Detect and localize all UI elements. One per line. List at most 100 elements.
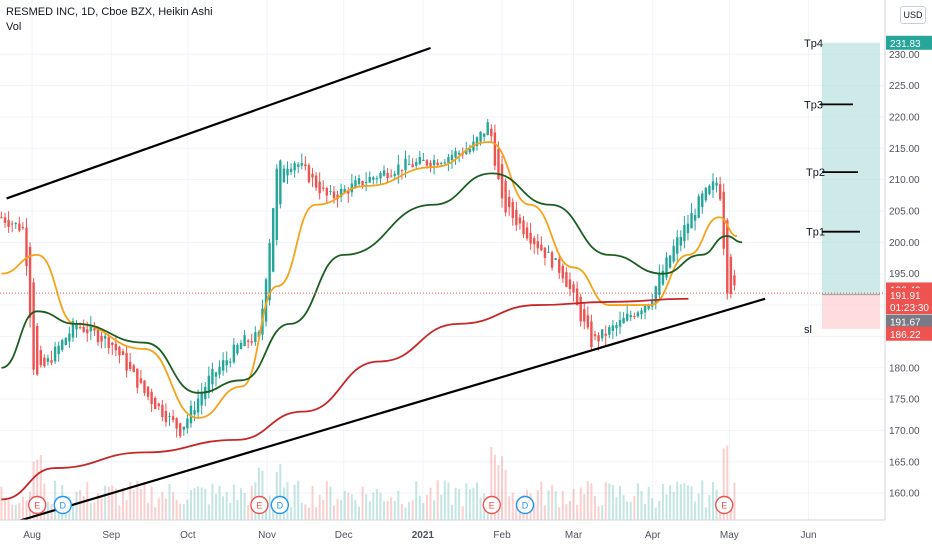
time-tick-label: Feb — [493, 530, 511, 541]
candle-body — [583, 309, 586, 322]
earnings-marker-circle — [250, 495, 269, 515]
time-tick-label: 2021 — [412, 530, 435, 541]
candle-body — [229, 361, 232, 363]
volume-bar — [511, 492, 514, 520]
earnings-marker-label: E — [256, 501, 262, 511]
candle-body — [704, 187, 708, 201]
earnings-marker[interactable]: E — [715, 495, 734, 515]
dividend-marker[interactable]: D — [270, 495, 290, 515]
volume-bar — [565, 504, 568, 520]
volume-bar — [586, 481, 589, 520]
earnings-marker[interactable]: E — [250, 495, 269, 515]
candle-body — [643, 305, 647, 313]
candle-body — [568, 279, 572, 290]
candle-body — [68, 333, 71, 342]
volume-bar — [697, 493, 700, 520]
candle-body — [507, 196, 511, 208]
candle-body — [518, 217, 522, 224]
time-tick-label: Mar — [565, 530, 583, 541]
candle-body — [325, 188, 329, 196]
candle-body — [10, 223, 14, 225]
currency-button[interactable]: USD — [900, 6, 926, 24]
candle-body — [75, 324, 78, 330]
dividend-marker[interactable]: D — [515, 495, 535, 515]
volume-bar — [257, 467, 260, 520]
dividend-marker-label: D — [522, 501, 529, 511]
price-tag-label: 191.67 — [890, 318, 921, 329]
target-label-tp2: Tp2 — [806, 167, 825, 179]
price-tick-label: 230.00 — [889, 50, 920, 61]
volume-bar — [597, 506, 600, 520]
price-tick-label: 170.00 — [889, 426, 920, 437]
candle-body — [282, 168, 286, 183]
candle-body — [375, 178, 379, 180]
volume-bar — [590, 483, 593, 520]
candle-body — [36, 325, 39, 375]
candle-body — [475, 137, 479, 147]
volume-bar — [132, 490, 135, 520]
volume-bar — [214, 493, 217, 520]
candle-body — [368, 176, 371, 183]
dividend-marker-label: D — [59, 501, 66, 511]
moving-average-line-2 — [1, 172, 743, 394]
candle-body — [504, 181, 507, 213]
candle-body — [71, 321, 75, 338]
price-tick-label: 195.00 — [889, 269, 920, 280]
candle-body — [729, 256, 733, 294]
candle-body — [500, 164, 504, 199]
candle-body — [43, 357, 46, 367]
candle-body — [615, 325, 618, 329]
candle-body — [529, 232, 532, 244]
earnings-marker[interactable]: E — [28, 495, 47, 515]
volume-bar — [365, 494, 368, 520]
time-tick-label: Nov — [258, 530, 276, 541]
time-axis: Aug Sep Oct Nov Dec 2021 Feb Mar Apr May Jun — [0, 519, 932, 550]
volume-bar — [515, 501, 518, 520]
candle-body — [561, 265, 565, 279]
volume-bar — [150, 486, 153, 520]
candle-body — [522, 220, 525, 235]
volume-bar — [243, 492, 246, 520]
volume-bar — [733, 482, 736, 520]
candle-body — [379, 173, 382, 179]
candle-body — [182, 426, 186, 430]
volume-bar — [543, 505, 546, 520]
price-tick-label: 180.00 — [889, 363, 920, 374]
candle-body — [633, 316, 636, 318]
volume-bar — [626, 501, 629, 520]
time-tick-label: May — [720, 530, 739, 541]
volume-bar — [644, 504, 647, 520]
volume-bar — [568, 500, 571, 520]
volume-bar — [400, 504, 403, 520]
candle-body — [579, 296, 582, 322]
volume-bar — [493, 454, 496, 520]
volume-bar — [21, 496, 24, 520]
dividend-marker[interactable]: D — [53, 495, 72, 515]
time-tick-label: Aug — [23, 530, 41, 541]
volume-bar — [711, 482, 714, 520]
volume-bar — [636, 483, 639, 520]
price-tag-191-67 — [886, 314, 932, 329]
volume-bar — [32, 461, 35, 520]
candle-body — [407, 164, 411, 166]
candle-body — [611, 325, 615, 331]
candle-body — [586, 315, 590, 328]
earnings-marker[interactable]: E — [482, 495, 502, 515]
volume-bar — [651, 498, 654, 520]
volume-bar — [701, 480, 704, 520]
volume-bar — [654, 507, 657, 520]
volume-bar — [669, 485, 672, 520]
volume-bar — [393, 500, 396, 520]
volume-bar — [96, 493, 99, 520]
candle-body — [511, 201, 514, 218]
candle-body — [236, 344, 239, 354]
candle-body — [311, 173, 314, 178]
volume-bar — [665, 494, 668, 520]
volume-bar — [172, 492, 175, 520]
volume-bar — [468, 488, 471, 520]
volume-bar — [704, 507, 707, 520]
price-tick-label: 205.00 — [889, 207, 920, 218]
candle-body — [86, 329, 89, 334]
candle-body — [701, 193, 704, 208]
